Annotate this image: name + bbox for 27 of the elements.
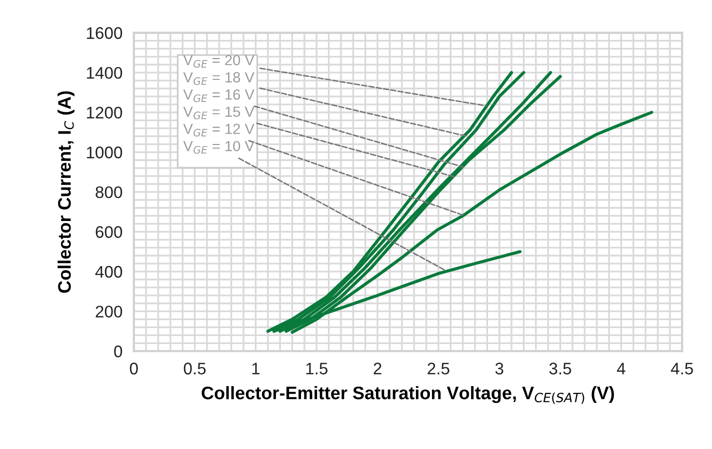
x-tick-label: 4 xyxy=(616,362,626,374)
annotation: V$_{GE}$ = 16 V xyxy=(183,89,254,102)
x-tick-label: 3.5 xyxy=(549,362,572,374)
x-tick-label: 1.5 xyxy=(306,362,328,374)
y-tick-label: 400 xyxy=(95,266,122,278)
y-tick-label: 1000 xyxy=(86,146,122,158)
x-tick-label: 3 xyxy=(495,362,504,374)
y-tick-label: 1600 xyxy=(86,27,122,39)
x-tick-label: 2 xyxy=(374,362,382,374)
annotation: V$_{GE}$ = 15 V xyxy=(183,106,254,120)
x-tick-label: 0.5 xyxy=(184,362,206,374)
y-tick-label: 800 xyxy=(96,186,122,198)
y-tick-label: 200 xyxy=(96,306,122,318)
y-tick-label: 0 xyxy=(114,346,122,358)
annotation: V$_{GE}$ = 10 V xyxy=(183,140,254,154)
x-tick-label: 0 xyxy=(130,362,138,374)
x-tick-label: 1 xyxy=(252,362,260,374)
x-axis-title: Collector-Emitter Saturation Voltage, V$_{CE(SAT)}$ (V) xyxy=(202,386,614,404)
y-tick-label: 1200 xyxy=(86,106,122,119)
annotation: V$_{GE}$ = 18 V xyxy=(183,72,254,85)
y-axis-title: Collector Current, I$_{C}$ (A) xyxy=(58,91,74,293)
annotation: V$_{GE}$ = 20 V xyxy=(183,54,254,68)
y-tick-label: 600 xyxy=(96,226,122,238)
y-tick-label: 1400 xyxy=(86,66,122,79)
x-tick-label: 2.5 xyxy=(428,362,450,374)
x-tick-label: 4.5 xyxy=(670,362,693,374)
annotation: V$_{GE}$ = 12 V xyxy=(183,124,254,136)
